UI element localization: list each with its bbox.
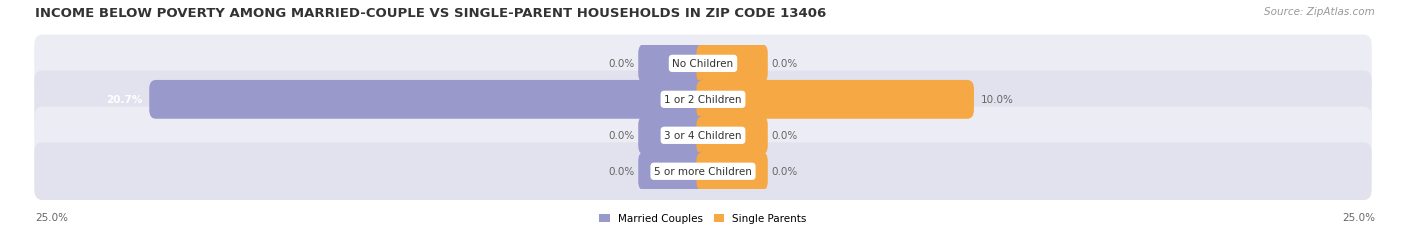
Text: 1 or 2 Children: 1 or 2 Children <box>664 95 742 105</box>
FancyBboxPatch shape <box>34 35 1372 93</box>
FancyBboxPatch shape <box>696 152 768 191</box>
Legend: Married Couples, Single Parents: Married Couples, Single Parents <box>599 213 807 224</box>
Text: 5 or more Children: 5 or more Children <box>654 167 752 176</box>
Text: 0.0%: 0.0% <box>607 167 634 176</box>
FancyBboxPatch shape <box>696 81 974 119</box>
Text: 0.0%: 0.0% <box>607 131 634 141</box>
FancyBboxPatch shape <box>696 116 768 155</box>
Text: 10.0%: 10.0% <box>980 95 1014 105</box>
Text: 3 or 4 Children: 3 or 4 Children <box>664 131 742 141</box>
Text: INCOME BELOW POVERTY AMONG MARRIED-COUPLE VS SINGLE-PARENT HOUSEHOLDS IN ZIP COD: INCOME BELOW POVERTY AMONG MARRIED-COUPL… <box>35 7 827 20</box>
Text: 25.0%: 25.0% <box>35 212 67 222</box>
Text: 0.0%: 0.0% <box>607 59 634 69</box>
Text: Source: ZipAtlas.com: Source: ZipAtlas.com <box>1264 7 1375 17</box>
FancyBboxPatch shape <box>34 143 1372 200</box>
Text: 0.0%: 0.0% <box>772 59 799 69</box>
FancyBboxPatch shape <box>696 45 768 83</box>
Text: 25.0%: 25.0% <box>1343 212 1375 222</box>
Text: 0.0%: 0.0% <box>772 167 799 176</box>
FancyBboxPatch shape <box>638 45 710 83</box>
FancyBboxPatch shape <box>149 81 710 119</box>
Text: 20.7%: 20.7% <box>107 95 142 105</box>
FancyBboxPatch shape <box>638 152 710 191</box>
Text: No Children: No Children <box>672 59 734 69</box>
FancyBboxPatch shape <box>34 71 1372 128</box>
FancyBboxPatch shape <box>34 107 1372 164</box>
Text: 0.0%: 0.0% <box>772 131 799 141</box>
FancyBboxPatch shape <box>638 116 710 155</box>
